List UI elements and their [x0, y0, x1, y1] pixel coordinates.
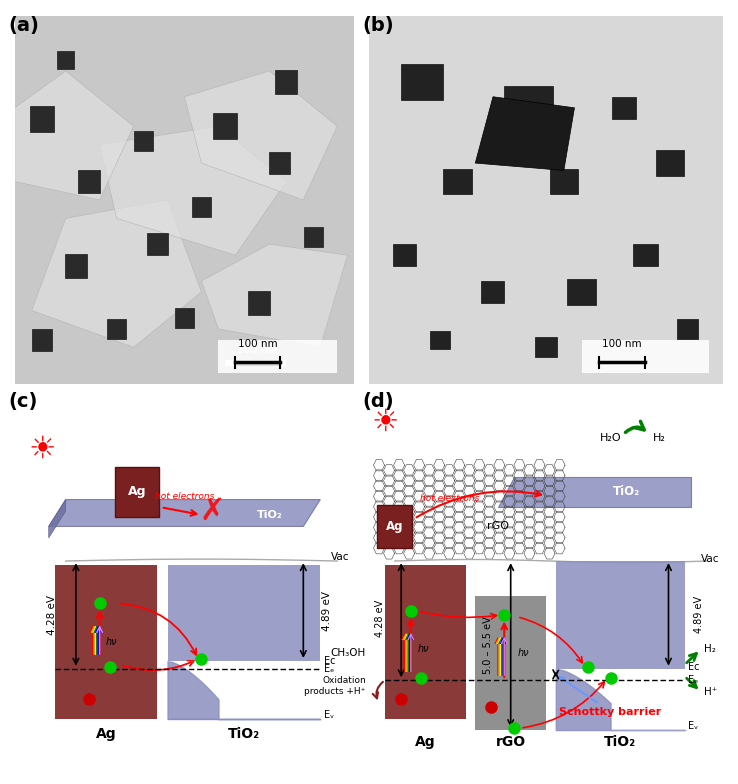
FancyBboxPatch shape	[430, 331, 449, 349]
FancyBboxPatch shape	[275, 70, 297, 94]
Text: TiO₂: TiO₂	[604, 735, 636, 749]
FancyBboxPatch shape	[248, 291, 270, 315]
Text: (b): (b)	[362, 16, 393, 34]
FancyBboxPatch shape	[65, 254, 87, 278]
Text: TiO₂: TiO₂	[257, 510, 282, 520]
Text: ✗: ✗	[199, 496, 224, 525]
Text: Eᴄ: Eᴄ	[324, 656, 335, 666]
Polygon shape	[32, 200, 201, 347]
FancyBboxPatch shape	[32, 329, 52, 351]
Text: 100 nm: 100 nm	[238, 339, 277, 349]
Text: Ag: Ag	[96, 727, 117, 741]
Polygon shape	[498, 477, 691, 507]
Text: ☀: ☀	[371, 408, 399, 437]
Text: Ag: Ag	[415, 735, 435, 749]
FancyBboxPatch shape	[401, 64, 444, 100]
Text: 4.28 eV: 4.28 eV	[375, 600, 385, 637]
Bar	[225, 360, 286, 365]
Bar	[168, 564, 320, 661]
FancyBboxPatch shape	[377, 506, 413, 547]
Text: 4.89 eV: 4.89 eV	[694, 597, 704, 633]
Text: ☀: ☀	[28, 435, 55, 464]
Text: Eᴄ: Eᴄ	[688, 662, 700, 672]
Text: TiO₂: TiO₂	[228, 727, 260, 741]
Text: (a): (a)	[8, 16, 39, 34]
FancyBboxPatch shape	[192, 197, 211, 217]
Polygon shape	[475, 96, 574, 170]
Text: Eₑ: Eₑ	[688, 675, 698, 685]
Text: hot electrons: hot electrons	[420, 495, 479, 503]
Text: Vac: Vac	[331, 552, 349, 562]
FancyBboxPatch shape	[213, 114, 237, 139]
Bar	[582, 340, 709, 373]
Text: Oxidation
products +H⁺: Oxidation products +H⁺	[304, 677, 366, 695]
Polygon shape	[184, 71, 337, 200]
FancyBboxPatch shape	[633, 244, 658, 267]
Polygon shape	[49, 499, 320, 527]
Text: 5.0 – 5.5 eV: 5.0 – 5.5 eV	[483, 617, 493, 674]
Bar	[55, 564, 157, 718]
Text: Schottky barrier: Schottky barrier	[559, 677, 662, 717]
FancyBboxPatch shape	[444, 169, 472, 194]
Text: (d): (d)	[362, 392, 393, 411]
FancyBboxPatch shape	[568, 279, 596, 305]
FancyArrowPatch shape	[625, 421, 644, 433]
Text: rGO: rGO	[496, 735, 525, 749]
Text: TiO₂: TiO₂	[613, 485, 641, 499]
FancyBboxPatch shape	[115, 467, 159, 517]
Text: CH₃OH: CH₃OH	[331, 648, 366, 659]
FancyBboxPatch shape	[677, 319, 698, 339]
Text: 4.28 eV: 4.28 eV	[47, 595, 57, 635]
FancyBboxPatch shape	[107, 319, 126, 339]
Text: rGO: rGO	[487, 521, 508, 532]
FancyBboxPatch shape	[269, 152, 290, 174]
Text: 100 nm: 100 nm	[237, 345, 277, 354]
FancyBboxPatch shape	[58, 51, 74, 69]
FancyBboxPatch shape	[175, 307, 194, 328]
Text: Eᵥ: Eᵥ	[688, 721, 698, 731]
FancyBboxPatch shape	[134, 131, 153, 151]
FancyBboxPatch shape	[612, 96, 636, 119]
Bar	[556, 561, 685, 669]
Bar	[218, 340, 337, 373]
Polygon shape	[201, 244, 348, 347]
FancyBboxPatch shape	[304, 227, 323, 247]
FancyBboxPatch shape	[536, 337, 556, 358]
Text: Eₑ: Eₑ	[324, 663, 334, 673]
FancyBboxPatch shape	[656, 151, 684, 176]
Text: H⁺: H⁺	[704, 687, 717, 697]
FancyBboxPatch shape	[147, 233, 168, 256]
Text: Eᵥ: Eᵥ	[324, 710, 334, 720]
Text: H₂O: H₂O	[600, 433, 621, 443]
Text: Ag: Ag	[386, 520, 404, 533]
Text: H₂: H₂	[704, 644, 716, 655]
Text: hν: hν	[418, 644, 430, 655]
FancyArrowPatch shape	[686, 653, 697, 662]
Text: H₂: H₂	[652, 433, 665, 443]
FancyBboxPatch shape	[550, 169, 578, 194]
FancyBboxPatch shape	[78, 169, 100, 194]
Text: 4.89 eV: 4.89 eV	[322, 591, 332, 631]
Polygon shape	[15, 71, 134, 200]
Text: hν: hν	[106, 637, 117, 647]
FancyArrowPatch shape	[686, 678, 697, 688]
Bar	[385, 564, 466, 718]
FancyBboxPatch shape	[503, 85, 554, 130]
Text: hν: hν	[518, 648, 529, 659]
Text: (c): (c)	[8, 392, 38, 411]
Text: hot electrons: hot electrons	[155, 492, 214, 502]
FancyBboxPatch shape	[481, 281, 505, 303]
Text: 100 nm: 100 nm	[602, 339, 642, 349]
FancyBboxPatch shape	[30, 106, 54, 132]
Bar	[475, 596, 546, 730]
Polygon shape	[100, 126, 286, 256]
Text: Vac: Vac	[700, 554, 720, 564]
FancyBboxPatch shape	[393, 244, 416, 267]
Text: Ag: Ag	[128, 485, 146, 499]
Polygon shape	[49, 499, 66, 538]
FancyArrowPatch shape	[373, 682, 383, 699]
